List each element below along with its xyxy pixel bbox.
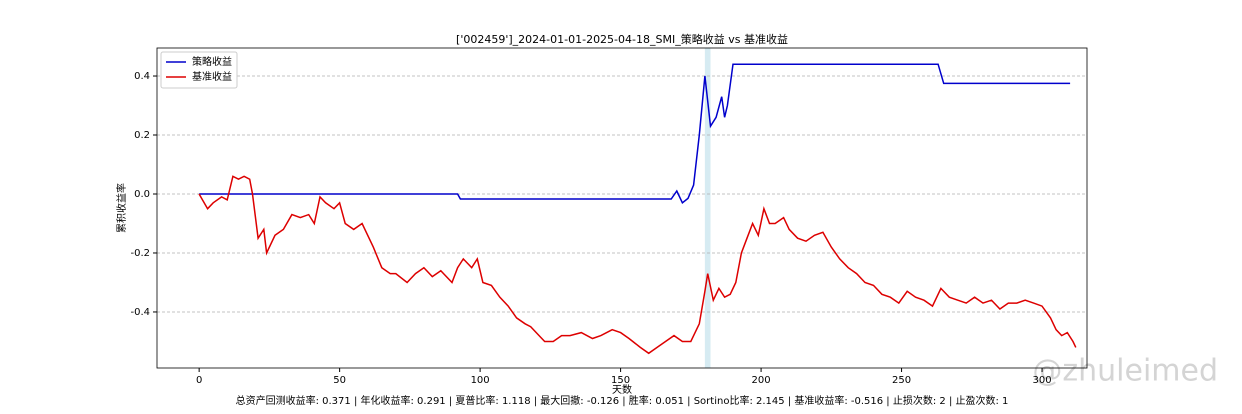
y-tick-label: -0.4 [130, 307, 150, 318]
watermark: @zhuleimed [1032, 354, 1218, 389]
series-line [198, 175, 1077, 355]
y-axis-label: 累积收益率 [115, 183, 128, 233]
x-tick-label: 300 [1032, 375, 1051, 386]
legend-label: 基准收益 [192, 70, 232, 83]
y-tick-label: 0.0 [134, 189, 150, 200]
x-tick-label: 150 [611, 375, 630, 386]
x-tick-label: 50 [333, 375, 346, 386]
x-tick-label: 100 [471, 375, 490, 386]
highlight-span [704, 48, 711, 368]
x-tick-label: 250 [892, 375, 911, 386]
y-tick-label: 0.4 [134, 71, 150, 82]
plot-area [157, 48, 1087, 368]
legend-box [160, 51, 238, 89]
chart-title: ['002459']_2024-01-01-2025-04-18_SMI_策略收… [456, 32, 788, 46]
axes-frame [156, 47, 1088, 369]
x-axis-label: 天数 [612, 383, 632, 396]
x-tick-label: 200 [752, 375, 771, 386]
x-tick-label: 0 [196, 375, 202, 386]
series-line [199, 63, 1071, 204]
footer: 总资产回测收益率: 0.371 | 年化收益率: 0.291 | 夏普比率: 1… [236, 394, 1009, 407]
y-tick-label: 0.2 [134, 130, 150, 141]
y-tick-label: -0.2 [130, 248, 150, 259]
legend-label: 策略收益 [192, 55, 232, 68]
